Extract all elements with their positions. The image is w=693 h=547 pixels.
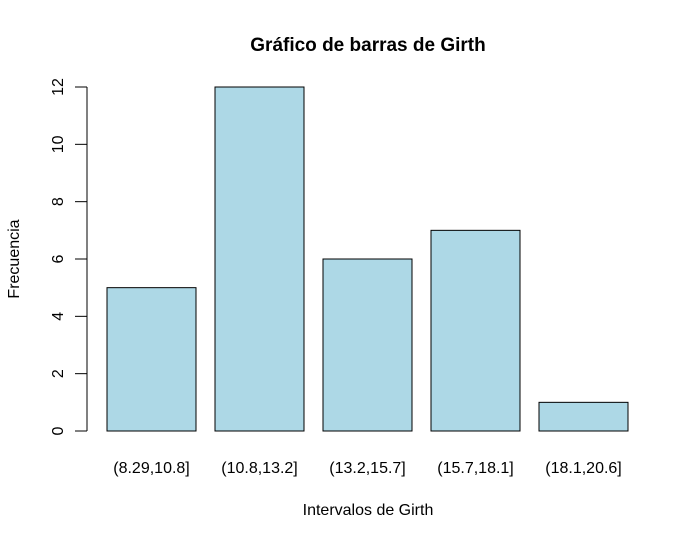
y-axis: 0 2 4 6 8 10 12 bbox=[50, 78, 88, 435]
bars-group bbox=[106, 86, 629, 432]
category-label: (10.8,13.2] bbox=[221, 460, 298, 477]
category-label: (13.2,15.7] bbox=[329, 460, 406, 477]
bar bbox=[430, 229, 521, 432]
category-label: (15.7,18.1] bbox=[437, 460, 514, 477]
category-label: (8.29,10.8] bbox=[113, 460, 190, 477]
bar bbox=[214, 86, 305, 432]
y-tick-label: 10 bbox=[50, 135, 67, 153]
y-tick-label: 2 bbox=[50, 369, 67, 378]
category-label: (18.1,20.6] bbox=[545, 460, 622, 477]
y-tick-label: 8 bbox=[50, 197, 67, 206]
chart-title: Gráfico de barras de Girth bbox=[250, 35, 485, 56]
y-tick-label: 4 bbox=[50, 312, 67, 321]
y-axis-label: Frecuencia bbox=[6, 219, 23, 298]
x-axis-label: Intervalos de Girth bbox=[303, 502, 434, 519]
y-tick-label: 12 bbox=[50, 78, 67, 96]
bar bbox=[322, 258, 413, 432]
y-tick-label: 6 bbox=[50, 254, 67, 263]
category-labels-group: (8.29,10.8] (10.8,13.2] (13.2,15.7] (15.7,1… bbox=[113, 460, 622, 477]
y-tick-label: 0 bbox=[50, 426, 67, 435]
bar bbox=[538, 401, 629, 432]
bar bbox=[106, 287, 197, 432]
